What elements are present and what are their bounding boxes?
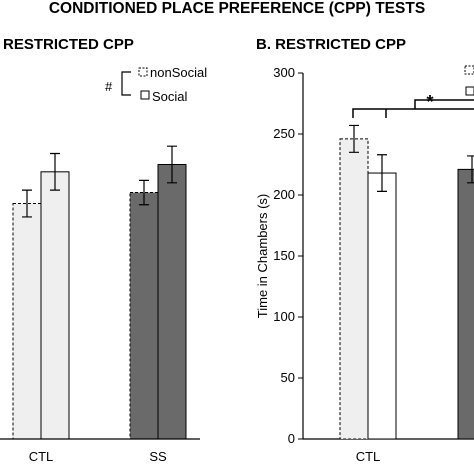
panel-b-y-ticks: 0 50 100 150 200 250 300: [273, 65, 303, 446]
panel-a-bar-ctl-nonsocial-error-bar: [22, 189, 32, 218]
panel-b-legend-swatch-1: [464, 65, 474, 75]
significance-star: *: [426, 92, 433, 112]
panel-a-bar-ss-nonsocial: [129, 192, 159, 440]
panel-a: RESTRICTED CPP # nonSocial Social CTL SS: [0, 36, 207, 464]
panel-b-legend-swatch-2: [465, 86, 474, 96]
panel-a-bar-ctl-nonsocial: [12, 203, 42, 440]
panel-b-category-ctl: CTL: [356, 449, 381, 464]
panel-a-bars: [12, 145, 187, 440]
panel-a-bar-ctl-social-error-bar: [50, 152, 60, 191]
panel-b-bar-2: [367, 172, 397, 440]
panel-b-bar-1-error-bar: [349, 124, 359, 153]
panel-b-tick-label-50: 50: [281, 370, 295, 385]
panel-b-tick-label-250: 250: [273, 126, 295, 141]
panel-a-bar-ss-social-error-bar: [167, 145, 177, 184]
panel-b-bar-3: [457, 168, 474, 440]
panel-b-tick-label-200: 200: [273, 187, 295, 202]
significance-bracket: [121, 71, 131, 96]
legend-label-social: Social: [152, 89, 188, 104]
legend-swatch-social: [140, 90, 150, 100]
panel-b-tick-label-300: 300: [273, 65, 295, 80]
panel-a-category-ss: SS: [149, 449, 167, 464]
legend-swatch-nonsocial: [138, 67, 148, 77]
panel-b-tick-label-0: 0: [288, 431, 295, 446]
panel-b-title: B. RESTRICTED CPP: [256, 36, 406, 53]
panel-b-tick-label-150: 150: [273, 248, 295, 263]
panel-a-category-ctl: CTL: [29, 449, 54, 464]
panel-b-bar-2-error-bar: [377, 154, 387, 192]
panel-b-y-axis-label: Time in Chambers (s): [255, 194, 270, 318]
panel-b: B. RESTRICTED CPP Time in Chambers (s) 0…: [255, 36, 474, 464]
panel-a-legend: # nonSocial Social: [105, 65, 207, 104]
panel-b-bars: [339, 124, 474, 440]
figure-title: CONDITIONED PLACE PREFERENCE (CPP) TESTS: [49, 0, 425, 17]
legend-label-nonsocial: nonSocial: [150, 65, 207, 80]
significance-marker: #: [105, 79, 113, 94]
panel-b-bar-3-error-bar: [467, 155, 474, 184]
panel-a-title: RESTRICTED CPP: [3, 36, 134, 53]
panel-a-bar-ss-nonsocial-error-bar: [139, 179, 149, 206]
panel-a-bar-ss-social: [157, 164, 187, 440]
panel-b-bar-1: [339, 138, 369, 440]
panel-a-bar-ctl-social: [40, 171, 70, 440]
significance-bracket-b: [352, 99, 474, 118]
panel-b-tick-label-100: 100: [273, 309, 295, 324]
